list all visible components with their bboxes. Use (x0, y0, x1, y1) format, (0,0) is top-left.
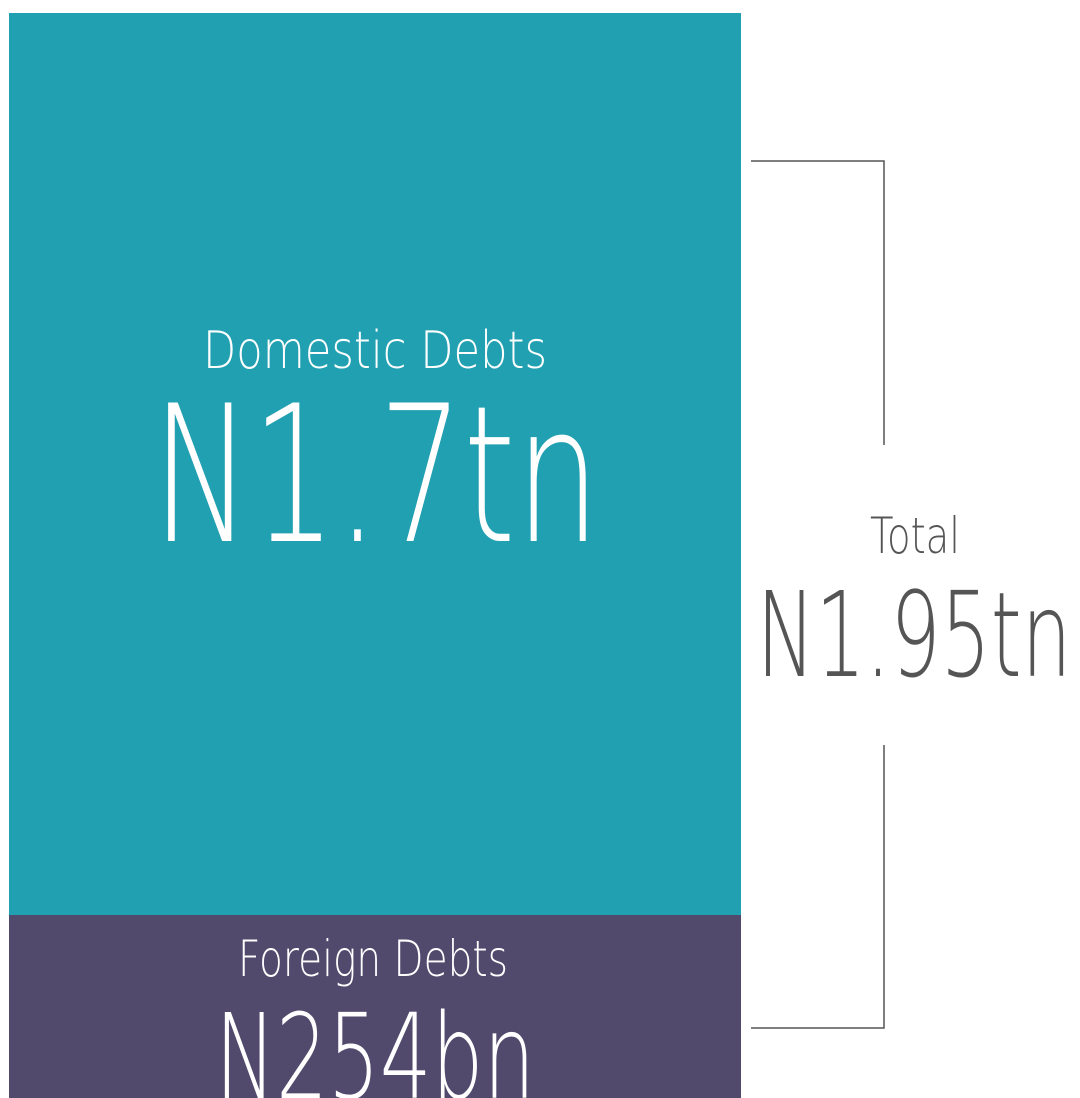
bracket-bottom (751, 745, 885, 1029)
foreign-label: Foreign Debts (238, 930, 508, 988)
domestic-label: Domestic Debts (203, 321, 547, 381)
domestic-value: N1.7tn (152, 365, 600, 586)
total-label: Total (870, 507, 960, 565)
foreign-block (9, 915, 741, 1098)
domestic-block (9, 13, 741, 915)
bracket-top (751, 160, 885, 445)
total-value: N1.95tn (757, 566, 1072, 704)
foreign-value: N254bn (215, 988, 535, 1098)
